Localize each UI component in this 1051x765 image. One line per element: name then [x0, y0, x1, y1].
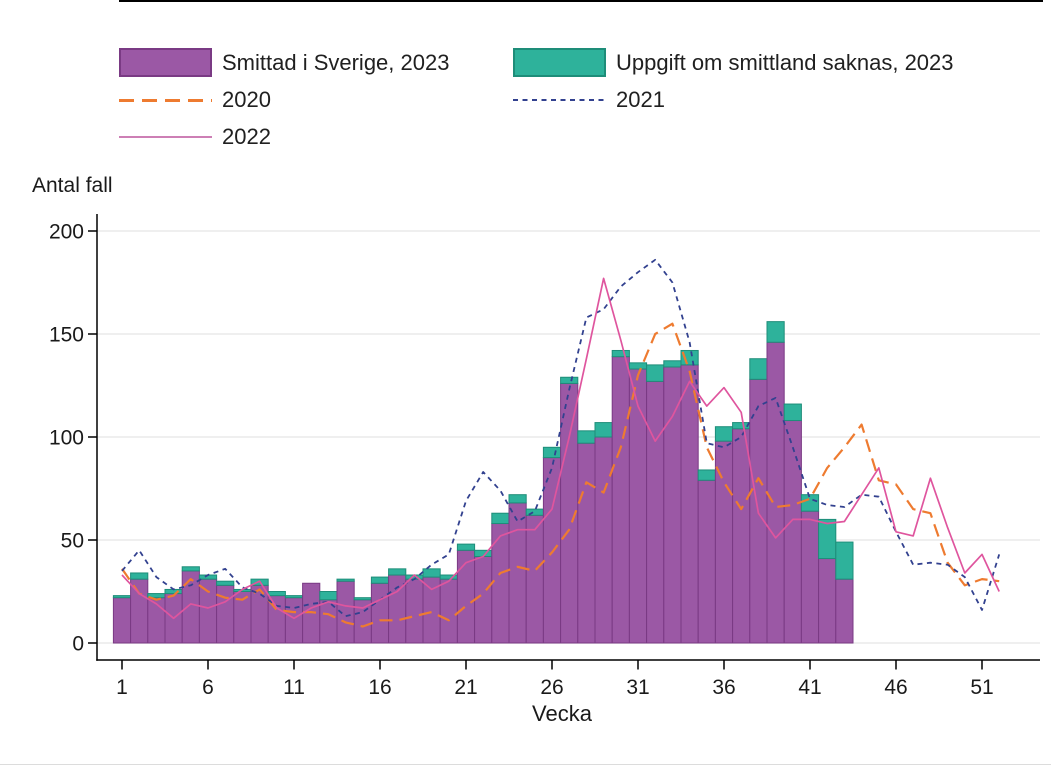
- y-tick-label-0: 0: [72, 633, 84, 656]
- legend-item-2020: 2020: [119, 87, 271, 113]
- x-tick-label-41: 41: [798, 676, 821, 699]
- bar-unknown-week-16: [370, 576, 390, 584]
- bar-unknown-week-41: [800, 494, 820, 512]
- top-border-line: [119, 0, 1043, 2]
- bar-sweden-week-1: [112, 597, 132, 644]
- bar-sweden-week-20: [439, 578, 458, 644]
- bar-unknown-week-1: [112, 595, 132, 599]
- bar-unknown-week-24: [508, 494, 527, 504]
- bar-sweden-week-6: [198, 578, 218, 644]
- legend-label: 2020: [222, 87, 271, 112]
- bar-unknown-week-26: [542, 446, 562, 459]
- legend-line-2021: [513, 99, 606, 101]
- x-tick-label-11: 11: [283, 676, 305, 699]
- bar-unknown-week-39: [766, 321, 785, 343]
- bar-sweden-week-25: [525, 514, 544, 644]
- bar-sweden-week-37: [732, 428, 751, 644]
- bar-unknown-week-36: [714, 426, 734, 442]
- legend-label: Smittad i Sverige, 2023: [222, 49, 450, 75]
- line-2022: [121, 277, 1000, 620]
- x-tick-label-21: 21: [454, 676, 477, 699]
- x-tick-label-46: 46: [884, 676, 907, 699]
- bar-sweden-week-34: [680, 364, 699, 644]
- bar-unknown-week-19: [422, 568, 441, 578]
- x-tick-label-16: 16: [368, 676, 391, 699]
- bar-sweden-week-2: [130, 578, 149, 644]
- x-tick-label-31: 31: [626, 676, 649, 699]
- legend-item-uppgift-saknas-2023: Uppgift om smittland saknas, 2023: [513, 48, 954, 77]
- bar-sweden-week-32: [646, 380, 665, 644]
- bar-unknown-week-21: [456, 543, 476, 551]
- y-tick-label-200: 200: [49, 221, 84, 244]
- bar-unknown-week-31: [628, 362, 648, 370]
- x-tick-label-1: 1: [116, 676, 128, 699]
- legend-item-2022: 2022: [119, 124, 271, 150]
- bar-sweden-week-31: [628, 368, 648, 644]
- legend-line-2022: [119, 136, 212, 138]
- bar-unknown-week-17: [388, 568, 407, 576]
- x-tick-label-36: 36: [712, 676, 735, 699]
- bar-unknown-week-23: [491, 512, 510, 525]
- bar-sweden-week-11: [284, 597, 304, 644]
- legend-swatch-uppgift-saknas: [513, 48, 606, 77]
- bar-sweden-week-15: [353, 599, 372, 644]
- legend-label: Uppgift om smittland saknas, 2023: [616, 49, 954, 75]
- bar-sweden-week-39: [766, 341, 785, 644]
- bar-unknown-week-11: [284, 595, 304, 599]
- bar-unknown-week-5: [181, 566, 200, 572]
- bar-unknown-week-2: [130, 572, 149, 580]
- x-tick-label-51: 51: [970, 676, 993, 699]
- bar-sweden-week-7: [216, 584, 235, 644]
- bar-sweden-week-16: [370, 582, 390, 644]
- y-tick-label-150: 150: [49, 324, 84, 347]
- legend-line-2020: [119, 98, 212, 102]
- bar-sweden-week-9: [250, 584, 269, 644]
- legend-swatch-smittad-sverige: [119, 48, 212, 77]
- bar-sweden-week-21: [456, 549, 476, 644]
- legend-label: 2021: [616, 87, 665, 112]
- bar-unknown-week-10: [267, 591, 286, 597]
- bar-sweden-week-33: [663, 366, 682, 644]
- x-tick-label-26: 26: [540, 676, 563, 699]
- bar-unknown-week-40: [783, 403, 802, 422]
- bar-sweden-week-29: [594, 436, 613, 644]
- bar-sweden-week-18: [405, 578, 424, 644]
- bar-sweden-week-22: [474, 555, 493, 644]
- legend-item-2021: 2021: [513, 87, 665, 113]
- y-tick-label-50: 50: [61, 530, 84, 553]
- bar-unknown-week-30: [611, 349, 630, 358]
- bar-unknown-week-29: [594, 422, 613, 438]
- bar-unknown-week-33: [663, 360, 682, 368]
- bar-sweden-week-35: [697, 479, 716, 644]
- bar-unknown-week-38: [749, 358, 768, 380]
- bar-sweden-week-30: [611, 356, 630, 644]
- bar-unknown-week-13: [319, 591, 338, 601]
- bar-unknown-week-27: [560, 376, 579, 384]
- y-tick-label-100: 100: [49, 427, 84, 450]
- bar-sweden-week-24: [508, 502, 527, 644]
- legend-item-smittad-sverige-2023: Smittad i Sverige, 2023: [119, 48, 449, 77]
- bar-unknown-week-14: [336, 578, 355, 582]
- bar-unknown-week-42: [818, 518, 837, 560]
- line-2021: [121, 258, 1001, 618]
- bar-unknown-week-35: [697, 469, 716, 481]
- x-tick-label-6: 6: [202, 676, 214, 699]
- bar-unknown-week-7: [216, 580, 235, 586]
- bar-sweden-week-40: [783, 420, 802, 644]
- y-axis-title: Antal fall: [32, 174, 113, 197]
- bar-sweden-week-41: [800, 510, 820, 644]
- bar-sweden-week-43: [835, 578, 854, 644]
- legend-label: 2022: [222, 124, 271, 149]
- bar-unknown-week-15: [353, 597, 372, 601]
- bar-unknown-week-28: [577, 430, 596, 444]
- bar-sweden-week-23: [491, 523, 510, 644]
- x-axis-title: Vecka: [532, 701, 593, 726]
- bar-unknown-week-43: [835, 541, 854, 580]
- bar-unknown-week-32: [646, 364, 665, 382]
- bar-sweden-week-42: [818, 558, 837, 644]
- bar-sweden-week-28: [577, 442, 596, 644]
